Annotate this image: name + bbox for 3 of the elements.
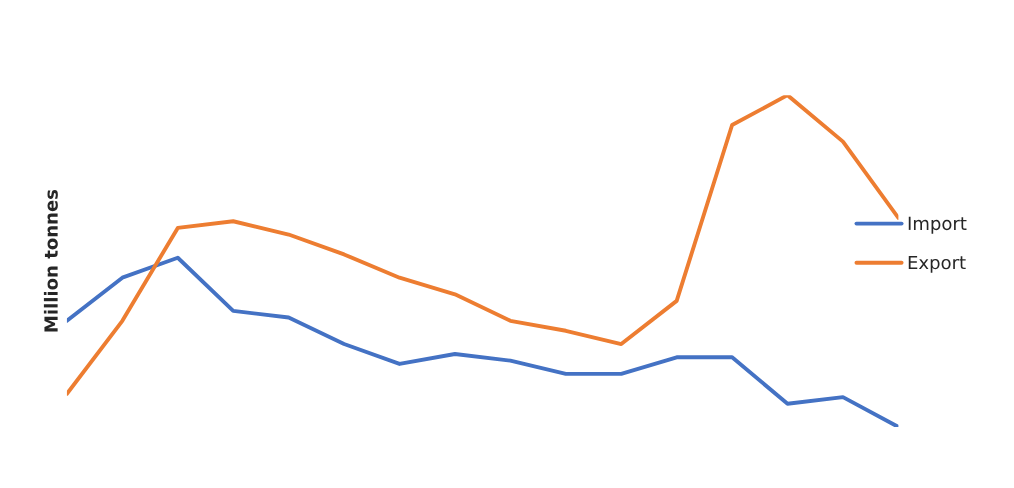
y-axis-title: Million tonnes bbox=[43, 189, 58, 332]
legend-label: Export bbox=[908, 255, 966, 273]
legend-label: Import bbox=[908, 216, 967, 234]
